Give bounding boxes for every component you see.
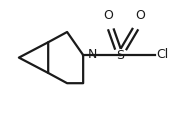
Text: S: S: [116, 49, 124, 62]
Text: Cl: Cl: [156, 48, 168, 61]
Text: N: N: [87, 48, 97, 61]
Text: O: O: [135, 9, 145, 22]
Text: O: O: [103, 9, 113, 22]
